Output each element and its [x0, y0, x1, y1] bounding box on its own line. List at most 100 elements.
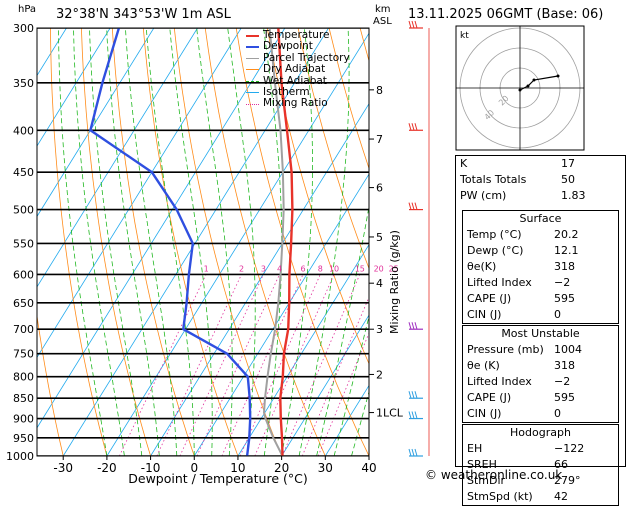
temp-tick-label: 30 — [318, 461, 333, 475]
mixing-ratio-label: 10 — [329, 264, 339, 273]
pressure-tick-label: 900 — [13, 413, 34, 426]
hodograph-point — [526, 84, 530, 88]
dry-adiabat-line — [328, 28, 369, 170]
hodograph-trace — [519, 75, 559, 91]
wind-barb-flag — [408, 20, 412, 29]
km-tick-label: 2 — [376, 368, 383, 381]
wind-barb-flag — [408, 391, 412, 399]
mixing-ratio-label: 8 — [318, 264, 323, 273]
legend-item-isotherm: Isotherm — [246, 86, 350, 98]
isotherm-line — [281, 314, 369, 456]
surface-row: Temp (°C) 20.2 — [467, 228, 579, 241]
isotherm-line — [37, 28, 111, 147]
index-row-k: K 17 — [460, 157, 575, 170]
hodo-row: StmDir 279° — [467, 474, 581, 487]
mixing-ratio-label: 20 — [374, 264, 384, 273]
mu-row: CIN (J) 0 — [467, 407, 561, 420]
mu-row: Lifted Index −2 — [467, 375, 571, 388]
pressure-tick-label: 450 — [13, 166, 34, 179]
wind-barb-flag — [411, 448, 415, 457]
mixing-ratio-label: 2 — [239, 264, 244, 273]
mixing-ratio-label: 25 — [389, 264, 399, 273]
temp-tick-label: 40 — [361, 461, 376, 475]
mixing-ratio-label: 4 — [277, 264, 282, 273]
indices-panel: K 17 Totals Totals 50 PW (cm) 1.83 Surface … — [455, 155, 626, 506]
wind-barb-flag — [414, 20, 418, 29]
temp-tick-label: -10 — [141, 461, 161, 475]
pressure-tick-label: 850 — [13, 392, 34, 405]
dry-adiabat-line — [37, 313, 64, 456]
hodograph-point — [556, 74, 560, 78]
mixing-ratio-label: 15 — [355, 264, 365, 273]
hodo-row: StmSpd (kt) 42 — [467, 490, 568, 503]
surface-row: CIN (J) 0 — [467, 308, 561, 321]
hpa-label: hPa — [18, 4, 37, 15]
most-unstable-box: Most Unstable Pressure (mb) 1004 θe (K) 31… — [462, 325, 619, 423]
wind-barb-flag — [414, 411, 418, 419]
temperature-line — [277, 28, 294, 456]
mixing-ratio-label: 1 — [204, 264, 209, 273]
plot-area — [37, 28, 369, 456]
location-title: 32°38'N 343°53'W 1m ASL — [56, 7, 231, 22]
index-row-totals: Totals Totals 50 — [460, 173, 575, 186]
skewt-chart: 3003504004505005506006507007508008509009… — [6, 20, 585, 486]
hodograph-point — [532, 78, 536, 82]
hodograph-box: Hodograph EH −122 SREH 66 StmDir 279° StmSp… — [462, 424, 619, 506]
pressure-tick-label: 650 — [13, 297, 34, 310]
pressure-tick-label: 800 — [13, 371, 34, 384]
surface-row: θe(K) 318 — [467, 260, 575, 273]
pressure-tick-label: 400 — [13, 124, 34, 137]
pressure-tick-label: 950 — [13, 432, 34, 445]
surface-box: Surface Temp (°C) 20.2 Dewp (°C) 12.1 θe(K… — [462, 210, 619, 324]
legend-item-dewpoint: Dewpoint — [246, 40, 350, 52]
pressure-tick-label: 700 — [13, 323, 34, 336]
wet-adiabat-line — [89, 28, 143, 456]
x-axis-label: Dewpoint / Temperature (°C) — [128, 471, 307, 486]
isotherm-line — [106, 32, 369, 456]
copyright: © weatheronline.co.uk — [425, 468, 563, 482]
temp-tick-label: -20 — [97, 461, 117, 475]
isotherm-line — [193, 173, 369, 456]
dry-adiabat-line — [111, 28, 195, 456]
hodo-row: SREH 66 — [467, 458, 568, 471]
legend-item-temperature: Temperature — [246, 29, 350, 41]
dry-adiabat-line — [81, 28, 151, 456]
wind-barb-flag — [408, 123, 412, 131]
legend-item-mixing-ratio: Mixing Ratio — [246, 97, 350, 109]
isotherm-line — [37, 28, 242, 359]
mixing-ratio-line — [156, 274, 242, 456]
dry-adiabat-line — [297, 28, 369, 270]
wind-barb-flag — [414, 202, 418, 210]
mu-row: θe (K) 318 — [467, 359, 575, 372]
pressure-tick-label: 750 — [13, 348, 34, 361]
plot-frame — [36, 27, 370, 457]
km-tick-label: 1LCL — [376, 407, 404, 420]
pressure-tick-label: 500 — [13, 204, 34, 217]
hodograph-unit-label: kt — [460, 31, 469, 41]
wind-barb-flag — [411, 202, 415, 210]
wind-barb-flag — [411, 411, 415, 419]
legend-item-wet-adiabat: Wet Adiabat — [246, 75, 350, 87]
isotherm-line — [37, 28, 286, 429]
hodograph-title: Hodograph — [510, 426, 571, 439]
mixing-ratio-line — [301, 296, 369, 456]
surface-row: Dewp (°C) 12.1 — [467, 244, 579, 257]
wind-barb-flag — [414, 322, 418, 330]
mixing-ratio-line — [254, 274, 335, 456]
surface-row: CAPE (J) 595 — [467, 292, 575, 305]
pressure-tick-label: 600 — [13, 268, 34, 281]
surface-row: Lifted Index −2 — [467, 276, 571, 289]
mixing-ratio-axis-label: Mixing Ratio (g/kg) — [388, 230, 401, 334]
wind-barb-flag — [414, 448, 418, 457]
km-label: km — [375, 4, 391, 15]
wind-barb-flag — [414, 391, 418, 399]
wind-barb-flag — [411, 20, 415, 29]
isotherm-line — [37, 28, 155, 218]
km-tick-label: 5 — [376, 231, 383, 244]
temp-tick-label: 0 — [190, 461, 198, 475]
wind-barb-flag — [411, 391, 415, 399]
hodo-row: EH −122 — [467, 442, 585, 455]
mu-row: CAPE (J) 595 — [467, 391, 575, 404]
km-tick-label: 4 — [376, 277, 383, 290]
wind-barb-flag — [408, 411, 412, 419]
